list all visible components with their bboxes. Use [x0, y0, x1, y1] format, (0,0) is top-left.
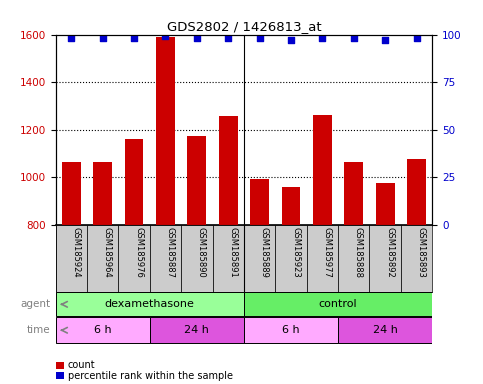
Text: 24 h: 24 h	[185, 325, 209, 335]
Bar	[213, 225, 244, 292]
Text: 24 h: 24 h	[373, 325, 398, 335]
Text: agent: agent	[21, 299, 51, 310]
Point	[161, 33, 170, 40]
Point	[350, 35, 357, 41]
Bar	[187, 136, 206, 225]
Bar	[344, 162, 363, 225]
Point	[68, 35, 75, 41]
Text: 6 h: 6 h	[94, 325, 112, 335]
Point	[193, 35, 201, 41]
Text: GSM185976: GSM185976	[134, 227, 143, 278]
Bar	[250, 179, 269, 225]
Bar	[282, 187, 300, 225]
Text: time: time	[27, 325, 51, 335]
Bar	[275, 225, 307, 292]
Text: GSM185964: GSM185964	[103, 227, 112, 277]
Bar	[56, 292, 244, 316]
Bar	[62, 162, 81, 225]
Point	[319, 35, 327, 41]
Point	[412, 35, 420, 41]
Text: count: count	[68, 360, 95, 370]
Bar	[244, 292, 432, 316]
Bar	[338, 225, 369, 292]
Bar	[401, 225, 432, 292]
Text: control: control	[319, 299, 357, 310]
Point	[256, 35, 264, 41]
Text: GSM185924: GSM185924	[71, 227, 80, 277]
Bar	[93, 162, 112, 225]
Text: GSM185890: GSM185890	[197, 227, 206, 277]
Text: percentile rank within the sample: percentile rank within the sample	[68, 371, 233, 381]
Text: GSM185923: GSM185923	[291, 227, 300, 277]
Bar	[307, 225, 338, 292]
Bar	[369, 225, 401, 292]
Bar	[219, 116, 238, 225]
Text: GSM185888: GSM185888	[354, 227, 363, 278]
Bar	[150, 317, 244, 343]
Text: 6 h: 6 h	[282, 325, 300, 335]
Point	[130, 35, 138, 41]
Bar	[56, 225, 87, 292]
Bar	[244, 225, 275, 292]
Point	[382, 37, 389, 43]
Bar	[376, 183, 395, 225]
Bar	[181, 225, 213, 292]
Text: GSM185891: GSM185891	[228, 227, 237, 277]
Bar	[87, 225, 118, 292]
Bar	[338, 317, 432, 343]
Bar	[150, 225, 181, 292]
Bar	[118, 225, 150, 292]
Text: GSM185892: GSM185892	[385, 227, 394, 277]
Bar	[156, 37, 175, 225]
Point	[224, 35, 232, 41]
Point	[99, 35, 107, 41]
Bar	[407, 159, 426, 225]
Bar	[56, 317, 150, 343]
Point	[287, 37, 295, 43]
Bar	[244, 317, 338, 343]
Text: GSM185977: GSM185977	[323, 227, 331, 278]
Text: GSM185893: GSM185893	[416, 227, 426, 278]
Text: dexamethasone: dexamethasone	[105, 299, 195, 310]
Text: GSM185887: GSM185887	[165, 227, 174, 278]
Title: GDS2802 / 1426813_at: GDS2802 / 1426813_at	[167, 20, 321, 33]
Bar	[313, 115, 332, 225]
Text: GSM185889: GSM185889	[260, 227, 269, 278]
Bar	[125, 139, 143, 225]
